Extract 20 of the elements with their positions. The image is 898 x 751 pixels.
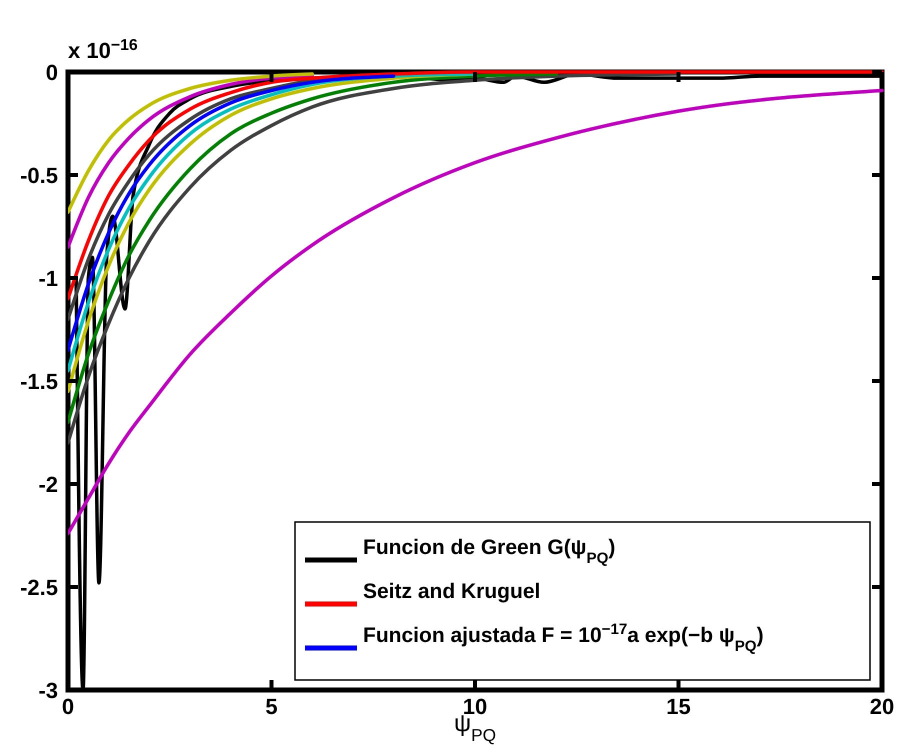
y-tick-label: -1 bbox=[38, 266, 58, 291]
x-tick-label: 15 bbox=[666, 694, 691, 719]
line-series bbox=[68, 88, 884, 536]
line-series bbox=[68, 72, 558, 424]
x-tick-label: 0 bbox=[62, 694, 74, 719]
y-tick-label: -0.5 bbox=[20, 163, 58, 188]
y-tick-label: -1.5 bbox=[20, 369, 58, 394]
y-tick-label: -2 bbox=[38, 472, 58, 497]
y-tick-label: -3 bbox=[38, 678, 58, 703]
legend-label: Funcion de Green G(ψ$_{PQ}$) bbox=[363, 536, 616, 566]
line-series bbox=[68, 74, 314, 249]
line-series bbox=[68, 72, 314, 214]
line-series bbox=[68, 70, 884, 300]
legend-label: Seitz and Kruguel bbox=[363, 580, 540, 603]
text: x 10$^{−16}$ bbox=[68, 36, 138, 63]
x-tick-label: 20 bbox=[870, 694, 894, 719]
legend-label: Funcion ajustada F = 10$^{−17}$a exp(−b ψ$_{PQ}$) bbox=[363, 620, 764, 654]
y-tick-label: 0 bbox=[46, 60, 58, 85]
y-tick-label: -2.5 bbox=[20, 575, 58, 600]
x-tick-label: 5 bbox=[265, 694, 278, 719]
